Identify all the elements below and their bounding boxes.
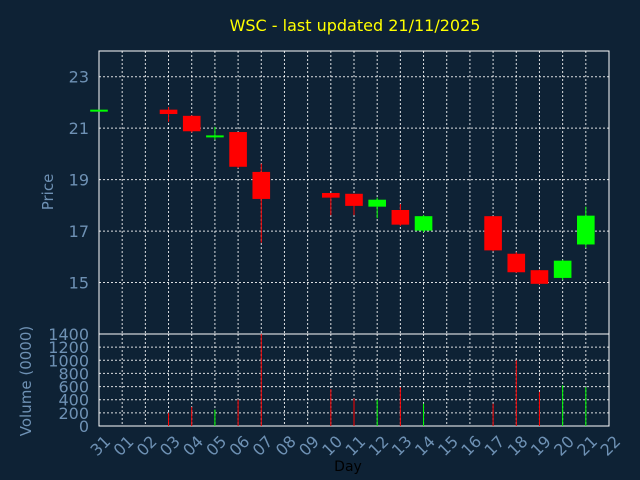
volume-y-tick-label: 200 bbox=[58, 404, 89, 423]
price-y-tick-label: 19 bbox=[69, 171, 89, 190]
candle-04 bbox=[182, 115, 201, 133]
volume-bars bbox=[168, 334, 587, 426]
price-y-tick-label: 17 bbox=[69, 222, 89, 241]
candle-06 bbox=[229, 132, 247, 169]
price-y-tick-label: 21 bbox=[69, 119, 89, 138]
candle-05 bbox=[206, 126, 224, 140]
price-y-tick-label: 23 bbox=[69, 68, 89, 87]
candle-body bbox=[345, 193, 363, 206]
candle-21 bbox=[577, 206, 595, 248]
candle-body bbox=[553, 260, 572, 278]
candle-03 bbox=[159, 107, 178, 122]
candle-13 bbox=[391, 204, 410, 226]
candle-body bbox=[252, 171, 271, 199]
candle-body bbox=[507, 253, 526, 273]
candle-body bbox=[206, 135, 224, 138]
volume-y-tick-label: 1000 bbox=[48, 351, 89, 370]
candle-17 bbox=[484, 216, 502, 252]
x-tick-labels: 3101020304050607080910111213141516171819… bbox=[86, 432, 624, 460]
candle-19 bbox=[530, 269, 549, 285]
candles bbox=[90, 107, 595, 285]
x-tick-label: 22 bbox=[596, 432, 624, 460]
candle-body bbox=[159, 109, 178, 115]
volume-axis-label: Volume (0000) bbox=[17, 326, 35, 436]
candle-body bbox=[484, 216, 502, 251]
candle-18 bbox=[507, 252, 526, 273]
price-y-tick-label: 15 bbox=[69, 274, 89, 293]
candle-14 bbox=[414, 215, 433, 233]
price-gridlines bbox=[99, 51, 609, 334]
volume-y-tick-label: 800 bbox=[58, 364, 89, 383]
price-panel: 15 17 19 21 23 Price bbox=[39, 50, 610, 335]
candle-body bbox=[391, 209, 410, 225]
candle-body bbox=[182, 115, 201, 132]
candle-body bbox=[577, 215, 595, 245]
chart-title: WSC - last updated 21/11/2025 bbox=[230, 16, 481, 35]
volume-y-tick-label: 0 bbox=[79, 417, 89, 436]
candle-body bbox=[368, 199, 386, 207]
price-axis-label: Price bbox=[39, 174, 57, 211]
candle-20 bbox=[553, 259, 572, 280]
volume-y-tick-label: 1400 bbox=[48, 325, 89, 344]
candle-body bbox=[90, 109, 108, 112]
candle-10 bbox=[322, 193, 340, 216]
candle-31 bbox=[90, 109, 108, 112]
candle-11 bbox=[345, 193, 363, 216]
candle-body bbox=[530, 270, 549, 284]
x-axis-label: Day bbox=[334, 459, 362, 475]
candle-body bbox=[414, 216, 433, 231]
volume-y-tick-label: 1200 bbox=[48, 338, 89, 357]
candle-12 bbox=[368, 197, 386, 219]
candle-body bbox=[229, 132, 247, 167]
candle-07 bbox=[252, 163, 271, 243]
volume-y-tick-label: 400 bbox=[58, 391, 89, 410]
candle-body bbox=[322, 193, 340, 198]
price-y-tick-labels: 15 17 19 21 23 bbox=[69, 68, 89, 293]
volume-y-tick-label: 600 bbox=[58, 378, 89, 397]
